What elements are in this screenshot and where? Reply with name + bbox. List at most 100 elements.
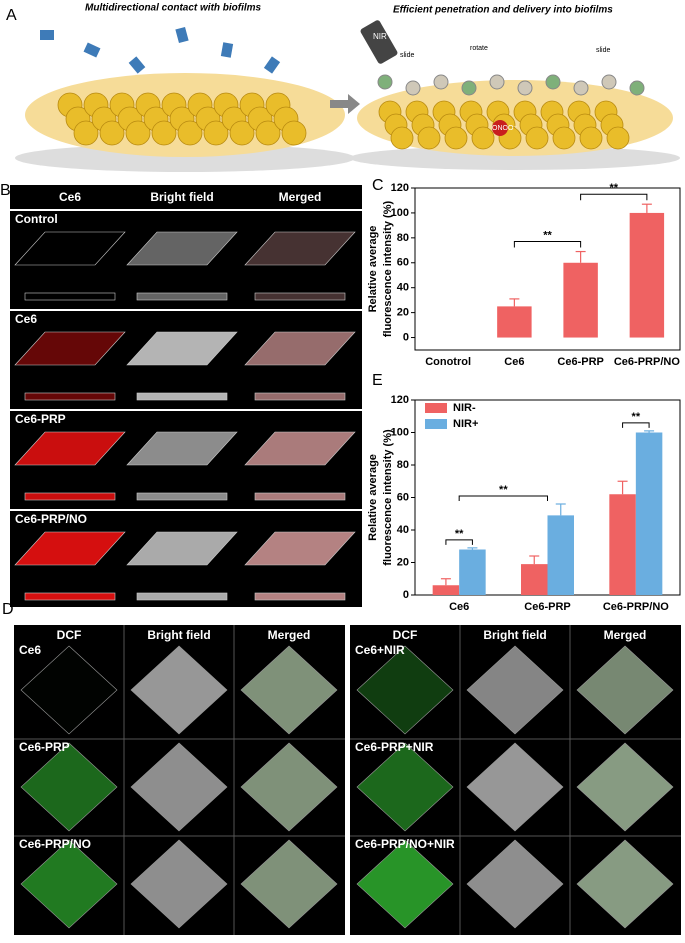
particle [377, 74, 393, 90]
column-header: Bright field [150, 190, 213, 204]
dcf-image [130, 839, 228, 929]
biofilm-section [24, 492, 116, 501]
bar [459, 549, 486, 595]
biofilm-section [136, 492, 228, 501]
x-tick-label: Ce6 [504, 356, 524, 368]
dcf-image [240, 742, 338, 832]
biofilm-section [136, 292, 228, 301]
y-tick-label: 100 [391, 207, 409, 219]
y-tick-label: 20 [397, 556, 409, 568]
particle [489, 74, 505, 90]
biofilm-section [254, 492, 346, 501]
biofilm-image [14, 231, 126, 266]
dcf-image [576, 645, 674, 735]
cell [73, 120, 99, 146]
caption: Efficient penetration and delivery into … [393, 5, 613, 16]
x-tick-label: Ce6-PRP [557, 356, 603, 368]
particle [461, 80, 477, 96]
dcf-image [466, 742, 564, 832]
bar [563, 262, 598, 338]
polymer [220, 42, 234, 58]
particle [433, 74, 449, 90]
biofilm-image [126, 331, 238, 366]
biofilm-image [244, 231, 356, 266]
cell [390, 126, 414, 150]
cell [417, 126, 441, 150]
panel-a-art [15, 20, 680, 172]
panel-label: C [372, 177, 384, 194]
bar [432, 585, 460, 595]
dcf-image [20, 742, 118, 832]
biofilm-image [14, 431, 126, 466]
x-tick-label: Ce6-PRP [524, 601, 570, 613]
biofilm-section [24, 292, 116, 301]
cell [177, 120, 203, 146]
y-tick-label: 40 [397, 282, 409, 294]
caption: Multidirectional contact with biofilms [85, 3, 262, 14]
y-tick-label: 20 [397, 307, 409, 319]
biofilm-image [126, 231, 238, 266]
dcf-image [356, 839, 454, 929]
particle [601, 74, 617, 90]
y-tick-label: 80 [397, 232, 409, 244]
column-header: Merged [279, 190, 322, 204]
y-tick-label: 100 [391, 426, 409, 438]
significance-label: ** [543, 229, 552, 241]
cell [525, 126, 549, 150]
biofilm-section [24, 592, 116, 601]
y-tick-label: 0 [403, 589, 409, 601]
panel-label: D [2, 601, 14, 618]
cell [552, 126, 576, 150]
particle [545, 74, 561, 90]
row-label: Ce6-PRP+NIR [355, 740, 434, 754]
significance-label: ** [499, 484, 508, 496]
cell [444, 126, 468, 150]
legend-label: NIR+ [453, 418, 478, 430]
biofilm-section [254, 292, 346, 301]
column-header: DCF [57, 628, 82, 642]
column-header: Bright field [483, 628, 546, 642]
row-label: Ce6-PRP/NO [19, 837, 91, 851]
biofilm-image [244, 431, 356, 466]
biofilm-section [136, 592, 228, 601]
dcf-image [356, 742, 454, 832]
cell [579, 126, 603, 150]
row-label: Ce6 [19, 643, 41, 657]
rotate-label: rotate [470, 45, 488, 52]
column-header: DCF [393, 628, 418, 642]
bar [629, 212, 665, 338]
cell [281, 120, 307, 146]
nir-label: NIR [373, 32, 387, 41]
y-tick-label: 60 [397, 257, 409, 269]
biofilm-section [136, 392, 228, 401]
significance-bracket [458, 495, 548, 501]
bar [547, 515, 574, 595]
column-header: Bright field [147, 628, 210, 642]
dcf-image [20, 839, 118, 929]
y-axis-label: fluorescence intensity (%) [382, 429, 394, 566]
y-tick-label: 120 [391, 182, 409, 194]
row-label: Control [15, 212, 58, 226]
cell [229, 120, 255, 146]
dcf-image [356, 645, 454, 735]
polymer [40, 30, 54, 40]
particle [405, 80, 421, 96]
biofilm-image [126, 431, 238, 466]
significance-label: ** [632, 411, 641, 423]
dcf-image [576, 839, 674, 929]
significance-bracket [445, 539, 473, 545]
y-tick-label: 40 [397, 524, 409, 536]
polymer [128, 56, 146, 74]
panel-label: A [6, 7, 17, 24]
significance-label: ** [455, 528, 464, 540]
cell [471, 126, 495, 150]
significance-label: ** [609, 182, 618, 194]
biofilm-image [244, 531, 356, 566]
y-axis-label: Relative average [367, 226, 379, 313]
x-tick-label: Conotrol [425, 356, 471, 368]
slide-label: slide [400, 52, 415, 59]
cell [151, 120, 177, 146]
polymer [263, 56, 281, 74]
dcf-image [130, 742, 228, 832]
